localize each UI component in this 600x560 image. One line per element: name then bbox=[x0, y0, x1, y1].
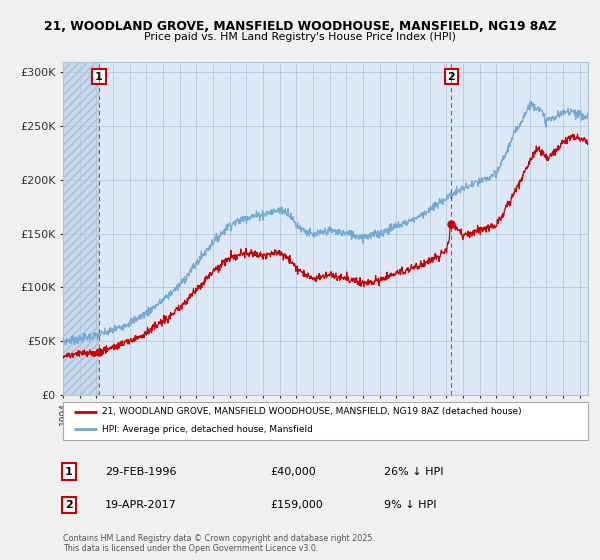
Text: 21, WOODLAND GROVE, MANSFIELD WOODHOUSE, MANSFIELD, NG19 8AZ: 21, WOODLAND GROVE, MANSFIELD WOODHOUSE,… bbox=[44, 20, 556, 32]
Text: HPI: Average price, detached house, Mansfield: HPI: Average price, detached house, Mans… bbox=[103, 425, 313, 434]
Text: 29-FEB-1996: 29-FEB-1996 bbox=[105, 466, 176, 477]
Text: £40,000: £40,000 bbox=[270, 466, 316, 477]
Text: 2: 2 bbox=[448, 72, 455, 82]
Text: 1: 1 bbox=[65, 466, 73, 477]
Bar bbox=[63, 62, 99, 395]
Text: Price paid vs. HM Land Registry's House Price Index (HPI): Price paid vs. HM Land Registry's House … bbox=[144, 32, 456, 43]
Text: 21, WOODLAND GROVE, MANSFIELD WOODHOUSE, MANSFIELD, NG19 8AZ (detached house): 21, WOODLAND GROVE, MANSFIELD WOODHOUSE,… bbox=[103, 407, 522, 416]
Text: Contains HM Land Registry data © Crown copyright and database right 2025.
This d: Contains HM Land Registry data © Crown c… bbox=[63, 534, 375, 553]
Text: 19-APR-2017: 19-APR-2017 bbox=[105, 500, 177, 510]
Text: 26% ↓ HPI: 26% ↓ HPI bbox=[384, 466, 443, 477]
Text: 1: 1 bbox=[95, 72, 103, 82]
Text: 2: 2 bbox=[65, 500, 73, 510]
Text: £159,000: £159,000 bbox=[270, 500, 323, 510]
Text: 9% ↓ HPI: 9% ↓ HPI bbox=[384, 500, 437, 510]
